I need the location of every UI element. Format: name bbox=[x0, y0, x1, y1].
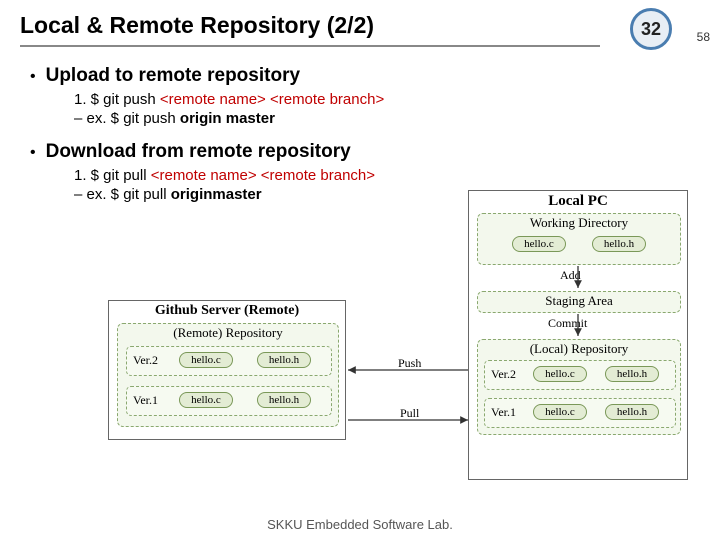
slide-number-badge: 32 bbox=[630, 8, 672, 50]
ver1-row: Ver.1 hello.c hello.h bbox=[484, 398, 676, 428]
upload-command: 1. $ git push <remote name> <remote bran… bbox=[74, 91, 690, 108]
upload-example: – ex. $ git push origin master bbox=[74, 110, 690, 127]
remote-repo-label: (Remote) Repository bbox=[118, 325, 338, 341]
ver2-label: Ver.2 bbox=[491, 367, 516, 382]
ver1-label: Ver.1 bbox=[133, 393, 158, 408]
bullet-dot-icon: • bbox=[30, 144, 36, 162]
upload-heading: Upload to remote repository bbox=[46, 65, 300, 87]
workdir-label: Working Directory bbox=[478, 215, 680, 231]
ver2-label: Ver.2 bbox=[133, 353, 158, 368]
upload-ex-bold: origin master bbox=[180, 110, 275, 127]
ver2-row: Ver.2 hello.c hello.h bbox=[484, 360, 676, 390]
upload-cmd-args: <remote name> <remote branch> bbox=[160, 91, 384, 108]
file-pill: hello.h bbox=[605, 366, 659, 382]
page-number: 58 bbox=[697, 30, 710, 44]
remote-ver2-row: Ver.2 hello.c hello.h bbox=[126, 346, 332, 376]
bullet-dot-icon: • bbox=[30, 68, 36, 86]
upload-ex-prefix: – ex. $ git push bbox=[74, 110, 180, 127]
local-repo-box: (Local) Repository Ver.2 hello.c hello.h… bbox=[477, 339, 681, 435]
file-pill: hello.c bbox=[533, 366, 587, 382]
ver1-label: Ver.1 bbox=[491, 405, 516, 420]
staging-area-box: Staging Area bbox=[477, 291, 681, 313]
remote-server-box: Github Server (Remote) (Remote) Reposito… bbox=[108, 300, 346, 440]
download-cmd-args: <remote name> <remote branch> bbox=[151, 167, 375, 184]
bullet-upload: • Upload to remote repository bbox=[30, 65, 690, 87]
file-pill: hello.c bbox=[533, 404, 587, 420]
remote-ver1-row: Ver.1 hello.c hello.h bbox=[126, 386, 332, 416]
bullet-download: • Download from remote repository bbox=[30, 141, 690, 163]
file-pill: hello.h bbox=[605, 404, 659, 420]
localpc-title: Local PC bbox=[469, 193, 687, 210]
file-pill: hello.c bbox=[179, 352, 233, 368]
add-label: Add bbox=[560, 268, 581, 283]
diagram: Local PC Working Directory hello.c hello… bbox=[108, 190, 688, 480]
remote-title: Github Server (Remote) bbox=[109, 303, 345, 319]
working-directory-box: Working Directory hello.c hello.h bbox=[477, 213, 681, 265]
download-command: 1. $ git pull <remote name> <remote bran… bbox=[74, 167, 690, 184]
push-label: Push bbox=[398, 356, 421, 371]
content-area: • Upload to remote repository 1. $ git p… bbox=[0, 47, 720, 203]
file-pill: hello.c bbox=[512, 236, 566, 252]
file-pill: hello.h bbox=[257, 392, 311, 408]
localrepo-label: (Local) Repository bbox=[478, 341, 680, 357]
download-cmd-prefix: 1. $ git pull bbox=[74, 167, 151, 184]
upload-cmd-prefix: 1. $ git push bbox=[74, 91, 160, 108]
remote-repo-box: (Remote) Repository Ver.2 hello.c hello.… bbox=[117, 323, 339, 427]
download-heading: Download from remote repository bbox=[46, 141, 351, 163]
commit-label: Commit bbox=[548, 316, 587, 331]
localpc-box: Local PC Working Directory hello.c hello… bbox=[468, 190, 688, 480]
slide-title: Local & Remote Repository (2/2) bbox=[20, 12, 700, 39]
file-pill: hello.h bbox=[592, 236, 646, 252]
pull-label: Pull bbox=[400, 406, 419, 421]
footer-text: SKKU Embedded Software Lab. bbox=[0, 517, 720, 532]
file-pill: hello.h bbox=[257, 352, 311, 368]
file-pill: hello.c bbox=[179, 392, 233, 408]
